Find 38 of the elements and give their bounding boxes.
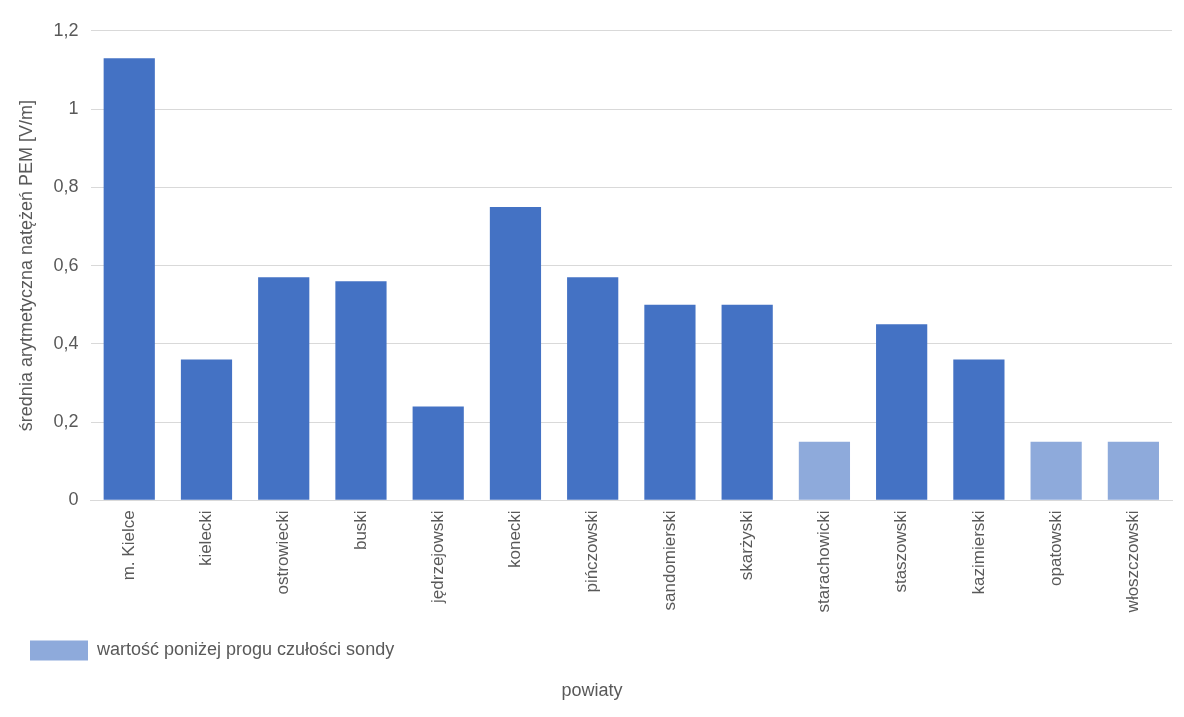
x-tick-label: starachowicki [814,510,834,613]
y-tick-label: 0,4 [53,332,79,353]
x-tick-label: buski [350,510,370,551]
x-tick-label: m. Kielce [118,510,138,581]
bar [258,277,310,500]
bar [103,58,155,500]
bar [644,304,696,500]
x-tick-label: konecki [505,510,525,569]
bar [876,324,928,500]
x-tick-label: pińczowski [582,510,602,593]
x-tick-label: staszowski [891,510,911,593]
y-tick-label: 1 [68,98,79,119]
bar [721,304,773,500]
y-tick-label: 1,2 [53,19,79,40]
x-tick-label: skarżyski [736,510,756,581]
y-axis-title: średnia arytmetyczna natężeń PEM [V/m] [15,100,36,432]
bar [335,281,387,500]
x-tick-label: sandomierski [659,510,679,611]
y-tick-label: 0 [68,489,79,510]
x-tick-label: jędrzejowski [427,510,447,604]
legend-label: wartość poniżej progu czułości sondy [96,639,395,660]
y-tick-label: 0,8 [53,176,79,197]
x-tick-label: kielecki [196,510,216,567]
bar [1107,441,1159,500]
bar [567,277,619,500]
bar [180,359,233,500]
bar [489,206,542,500]
x-tick-label: ostrowiecki [273,510,293,595]
bar [798,441,851,500]
bar [953,359,1005,500]
x-tick-label: kazimierski [968,510,988,595]
bar [412,406,464,500]
bar [1030,441,1082,500]
y-tick-label: 0,2 [53,411,79,432]
x-tick-label: opatowski [1045,510,1065,586]
y-tick-label: 0,6 [53,254,79,275]
x-tick-label: włoszczowski [1123,510,1143,614]
x-axis-title: powiaty [561,680,623,701]
